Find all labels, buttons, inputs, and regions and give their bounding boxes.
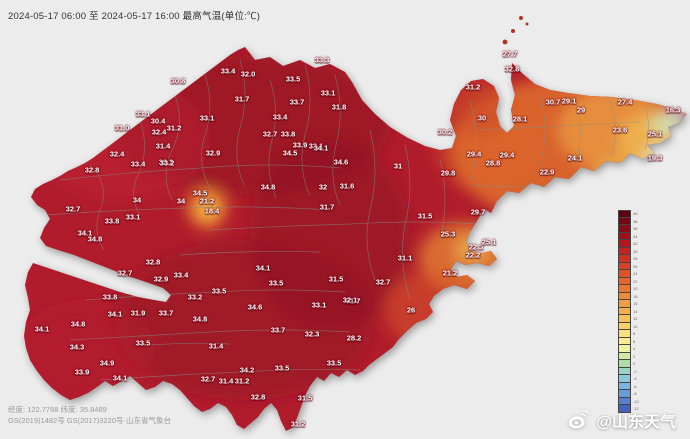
colorbar-tick-label: 6 bbox=[633, 338, 636, 344]
colorbar-tick-label: 4 bbox=[633, 346, 636, 351]
colorbar-tick-label: 8 bbox=[633, 331, 636, 336]
colorbar-cells bbox=[618, 210, 658, 413]
colorbar-cell bbox=[618, 390, 631, 398]
colorbar-cell bbox=[618, 262, 631, 270]
colorbar-cell bbox=[618, 367, 631, 375]
colorbar-tick-label: -10 bbox=[633, 398, 639, 404]
colorbar-tick-label: -2 bbox=[633, 368, 637, 374]
colorbar-tick-label: -12 bbox=[633, 406, 639, 411]
colorbar-tick-label: 0 bbox=[633, 361, 636, 366]
colorbar-cell bbox=[618, 247, 631, 255]
colorbar-cell bbox=[618, 405, 631, 413]
watermark-handle: @山东天气 bbox=[596, 414, 676, 431]
colorbar-tick-label: 14 bbox=[633, 308, 638, 314]
colorbar-cell bbox=[618, 360, 631, 368]
colorbar-cell bbox=[618, 285, 631, 293]
colorbar-tick-label: 34 bbox=[633, 233, 638, 239]
colorbar-cell bbox=[618, 217, 631, 225]
colorbar-cell bbox=[618, 315, 631, 323]
colorbar-cell bbox=[618, 300, 631, 308]
colorbar-tick-label: 38 bbox=[633, 218, 638, 224]
islands bbox=[502, 16, 529, 45]
colorbar-cell bbox=[618, 232, 631, 240]
coordinates-readout: 经度: 122.7768 纬度: 35.8489 bbox=[8, 405, 107, 414]
colorbar-tick-label: 20 bbox=[633, 286, 638, 291]
colorbar-tick-label: 36 bbox=[633, 226, 638, 231]
colorbar-cell bbox=[618, 292, 631, 300]
colorbar-tick-label: -6 bbox=[633, 383, 637, 389]
map-footer: 经度: 122.7768 纬度: 35.8489 GS(2019)1482号 G… bbox=[8, 404, 171, 427]
county-boundaries bbox=[44, 59, 649, 381]
colorbar-cell bbox=[618, 307, 631, 315]
colorbar-tick-label: 32 bbox=[633, 241, 638, 246]
colorbar-cell bbox=[618, 345, 631, 353]
colorbar-tick-label: 30 bbox=[633, 248, 638, 254]
weibo-icon bbox=[569, 410, 590, 429]
colorbar-tick-label: 16 bbox=[633, 301, 638, 306]
colorbar-cell bbox=[618, 322, 631, 330]
colorbar-cell bbox=[618, 240, 631, 248]
colorbar-cell bbox=[618, 352, 631, 360]
colorbar-cell bbox=[618, 330, 631, 338]
colorbar-ticks: 40 38 36 34 32 30 28 26 24 22 20 18 16 14 12 10 8 6 4 2 0 -2-… bbox=[633, 210, 639, 413]
colorbar-tick-label: 40 bbox=[633, 211, 638, 216]
colorbar-cell bbox=[618, 375, 631, 383]
page-title: 2024-05-17 06:00 至 2024-05-17 16:00 最高气温… bbox=[8, 11, 261, 22]
colorbar-tick-label: 10 bbox=[633, 323, 638, 329]
colorbar-cell bbox=[618, 382, 631, 390]
colorbar-tick-label: 22 bbox=[633, 278, 638, 284]
license-text: GS(2019)1482号 GS(2017)3220号·山东省气象台 bbox=[8, 416, 171, 426]
colorbar-tick-label: 18 bbox=[633, 293, 638, 299]
colorbar-cell bbox=[618, 277, 631, 285]
colorbar-tick-label: 24 bbox=[633, 271, 638, 276]
colorbar-tick-label: 28 bbox=[633, 256, 638, 261]
colorbar-tick-label: 12 bbox=[633, 316, 638, 321]
colorbar-cell bbox=[618, 337, 631, 345]
colorbar-cell bbox=[618, 225, 631, 233]
colorbar-cell bbox=[618, 210, 631, 218]
colorbar-cell bbox=[618, 255, 631, 263]
colorbar-tick-label: -8 bbox=[633, 391, 637, 396]
temperature-colorbar: 40 38 36 34 32 30 28 26 24 22 20 18 16 14 12 10 8 6 4 2 0 -2-… bbox=[618, 210, 658, 413]
colorbar-tick-label: -4 bbox=[633, 376, 637, 381]
watermark: @山东天气 bbox=[567, 408, 676, 432]
colorbar-cell bbox=[618, 397, 631, 405]
colorbar-tick-label: 2 bbox=[633, 353, 636, 359]
colorbar-tick-label: 26 bbox=[633, 263, 638, 269]
colorbar-cell bbox=[618, 270, 631, 278]
temperature-shading bbox=[24, 55, 687, 400]
